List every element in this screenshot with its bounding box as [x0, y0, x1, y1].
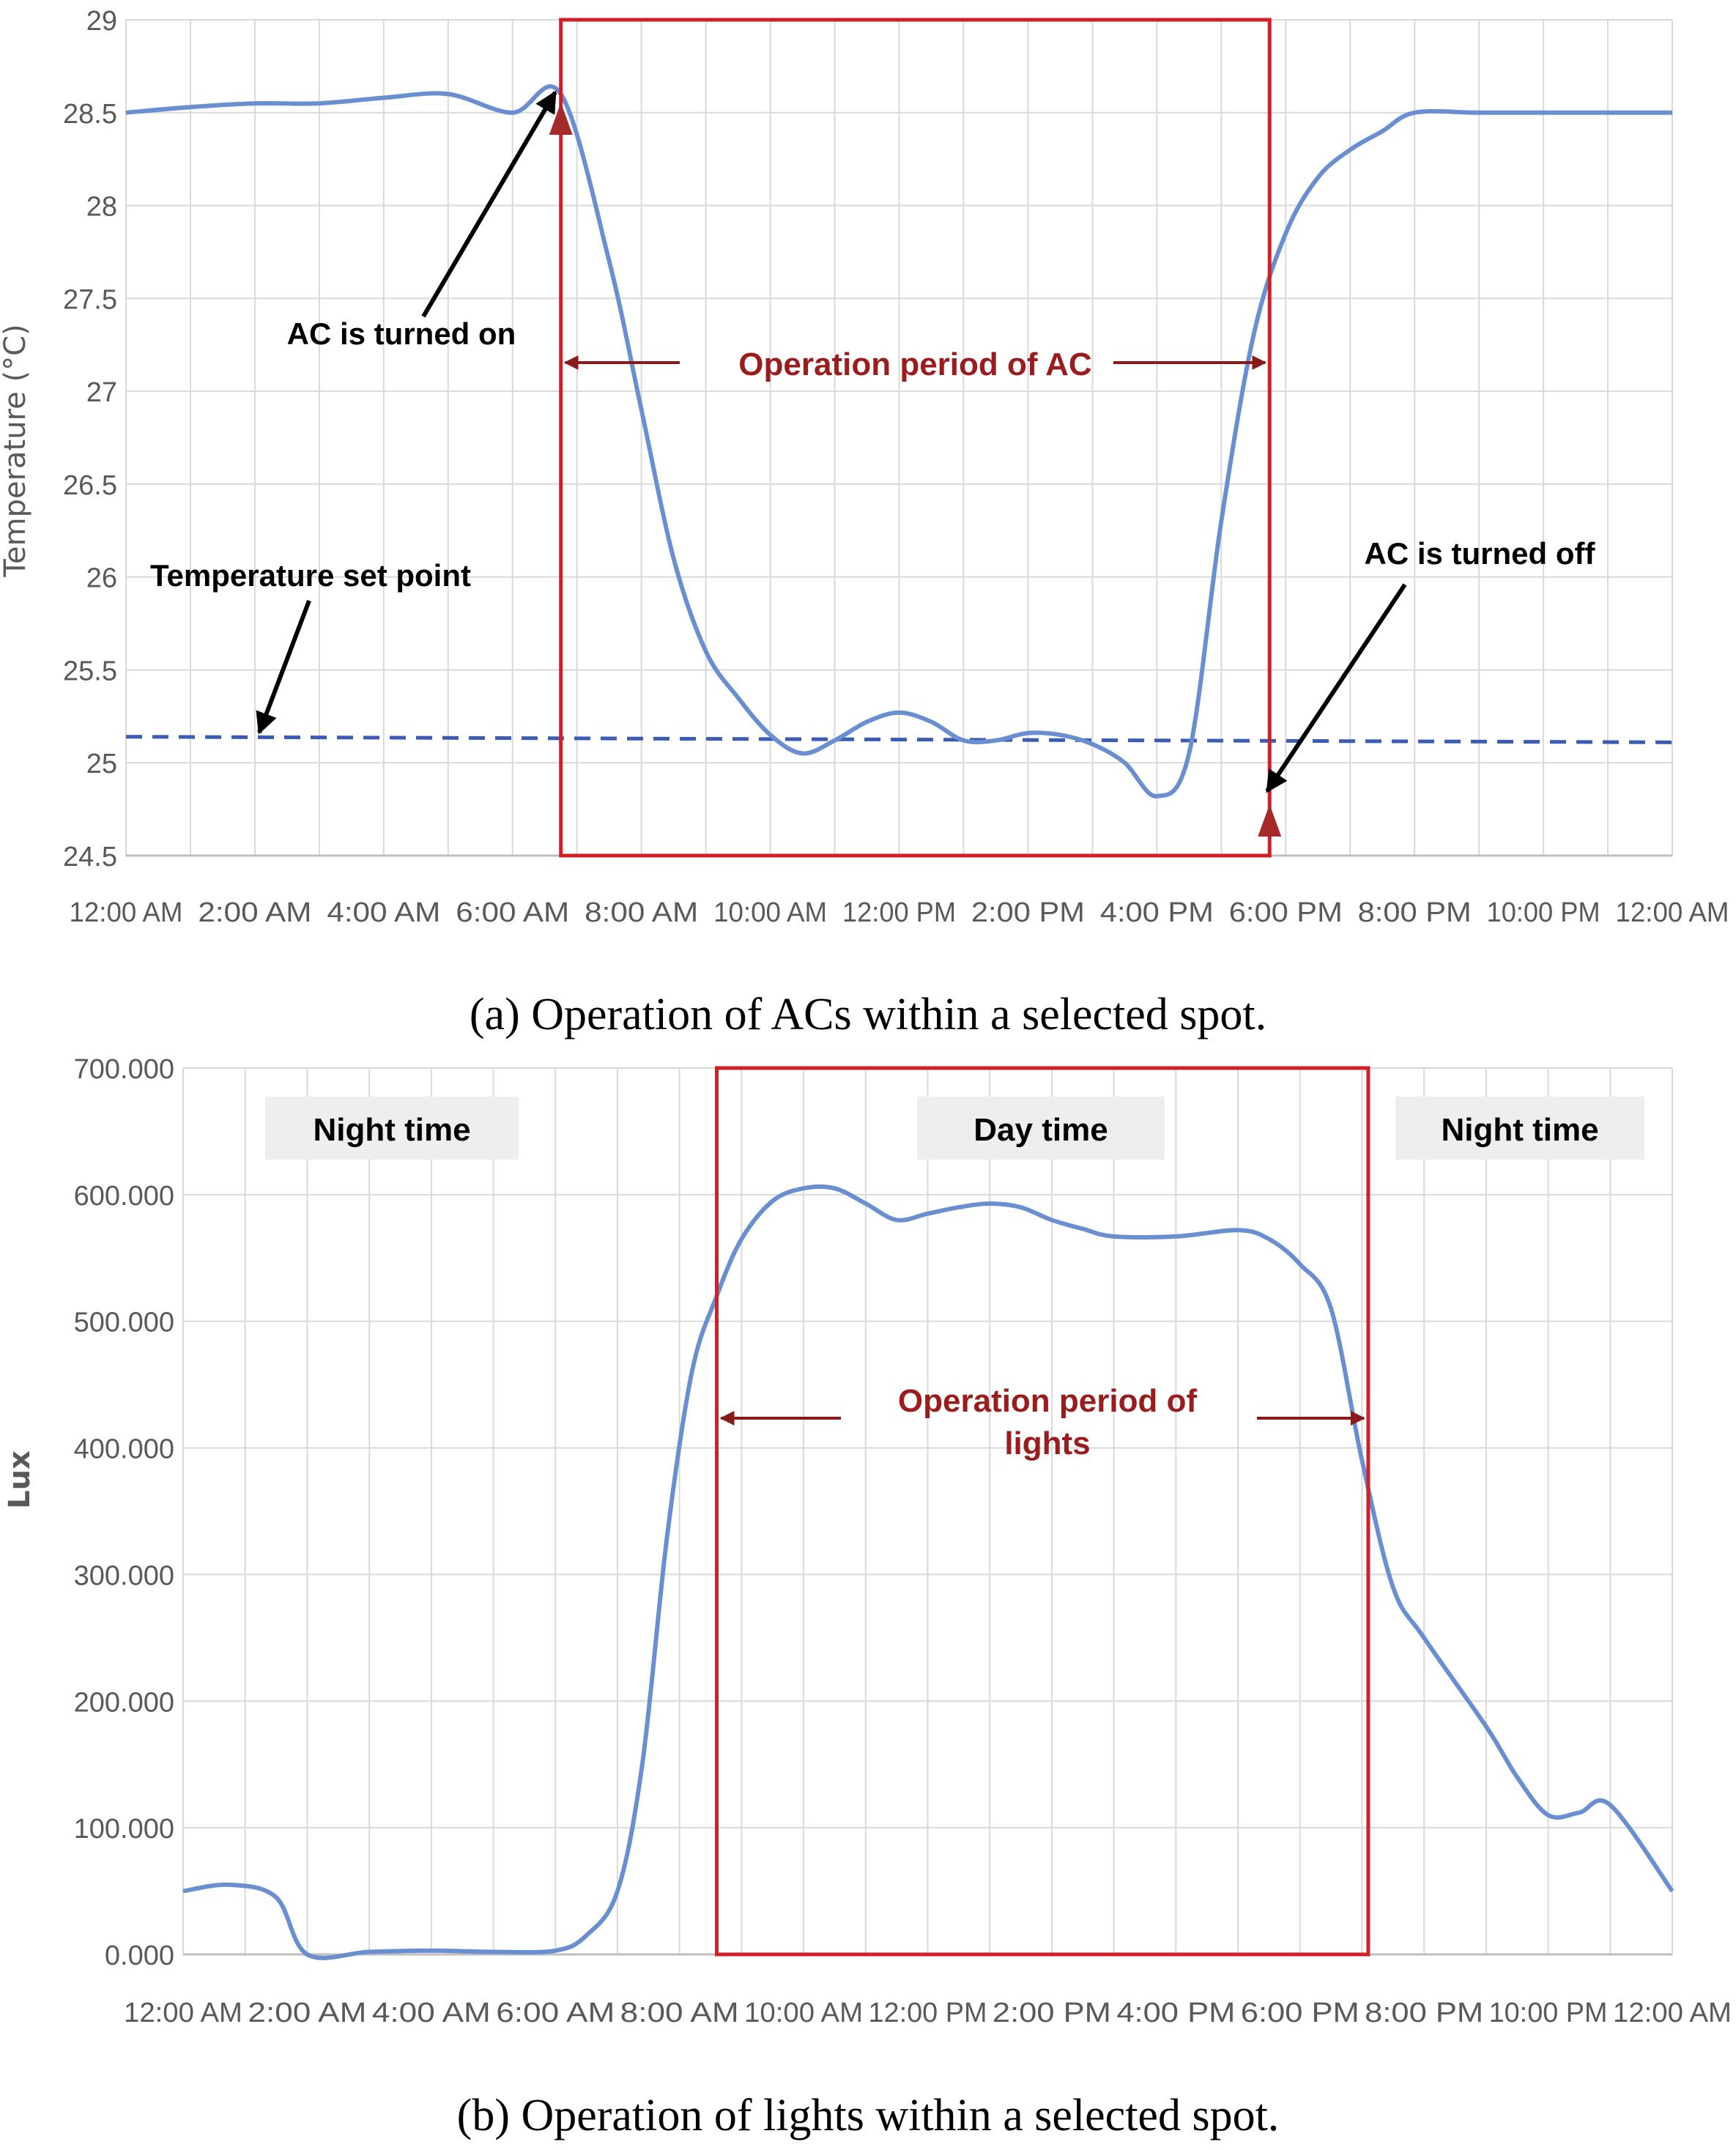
- x-tick-label: 6:00 AM: [456, 897, 569, 928]
- x-tick-label: 8:00 PM: [1358, 897, 1472, 928]
- x-tick-label: 10:00 PM: [1487, 897, 1600, 928]
- x-tick-label: 2:00 PM: [993, 1998, 1111, 2028]
- set-point-pointer-arrow: [256, 599, 311, 735]
- temperature-y-ticks: 24.5 25 25.5 26 26.5 27 27.5 28 28.5 29: [63, 6, 117, 872]
- y-tick-label: 300.000: [74, 1560, 174, 1591]
- y-tick-label: 28: [86, 192, 117, 223]
- lights-operation-period-label-line1: Operation period of: [898, 1383, 1198, 1419]
- lux-x-ticks: 12:00 AM 2:00 AM 4:00 AM 6:00 AM 8:00 AM 10:0…: [124, 1998, 1732, 2028]
- ac-on-label: AC is turned on: [287, 316, 516, 351]
- temperature-grid: [125, 19, 1673, 857]
- ac-off-marker: [1258, 804, 1282, 837]
- x-tick-label: 12:00 PM: [842, 897, 956, 928]
- x-tick-label: 6:00 PM: [1229, 897, 1343, 928]
- lux-y-ticks: 0.000 100.000 200.000 300.000 400.000 500.000…: [74, 1054, 174, 1971]
- ac-off-label: AC is turned off: [1365, 536, 1596, 571]
- set-point-label: Temperature set point: [150, 558, 471, 593]
- lux-series-line: [182, 1184, 1674, 1960]
- y-tick-label: 26.5: [63, 470, 117, 501]
- x-tick-label: 2:00 PM: [971, 897, 1085, 928]
- y-tick-label: 25: [86, 749, 117, 779]
- x-tick-label: 12:00 AM: [1613, 1998, 1732, 2028]
- y-tick-label: 500.000: [74, 1308, 174, 1338]
- x-tick-label: 4:00 AM: [327, 897, 440, 928]
- x-tick-label: 6:00 AM: [496, 1998, 615, 2028]
- ac-off-pointer-arrow: [1265, 583, 1407, 793]
- x-tick-label: 8:00 AM: [585, 897, 698, 928]
- y-tick-label: 27: [86, 377, 117, 408]
- y-tick-label: 700.000: [74, 1054, 174, 1085]
- ac-operation-period-label: Operation period of AC: [738, 346, 1091, 382]
- x-tick-label: 8:00 PM: [1365, 1998, 1483, 2028]
- y-tick-label: 0.000: [105, 1940, 174, 1971]
- x-tick-label: 8:00 AM: [620, 1998, 739, 2028]
- lux-grid: [182, 1067, 1673, 1956]
- x-tick-label: 4:00 PM: [1100, 897, 1214, 928]
- temperature-x-ticks: 12:00 AM 2:00 AM 4:00 AM 6:00 AM 8:00 AM 10:0…: [70, 897, 1729, 928]
- y-tick-label: 27.5: [63, 284, 117, 315]
- x-tick-label: 12:00 AM: [1616, 897, 1729, 928]
- lights-operation-period-box: [714, 1066, 1370, 1957]
- temperature-chart: 24.5 25 25.5 26 26.5 27 27.5 28 28.5 29 12:00 AM 2…: [0, 6, 1729, 1039]
- x-tick-label: 4:00 AM: [372, 1998, 491, 2028]
- night-time-right-box: [1395, 1097, 1644, 1160]
- temperature-set-point-line: [125, 735, 1673, 744]
- y-tick-label: 400.000: [74, 1434, 174, 1465]
- x-tick-label: 10:00 PM: [1489, 1998, 1608, 2028]
- x-tick-label: 6:00 PM: [1241, 1998, 1360, 2028]
- x-tick-label: 10:00 AM: [744, 1998, 863, 2028]
- y-tick-label: 600.000: [74, 1181, 174, 1212]
- day-time-label: Day time: [973, 1112, 1108, 1148]
- night-time-left-box: [265, 1097, 519, 1160]
- ac-on-pointer-arrow: [421, 90, 557, 318]
- temperature-chart-caption: (a) Operation of ACs within a selected s…: [470, 990, 1266, 1039]
- x-tick-label: 12:00 AM: [124, 1998, 242, 2028]
- x-tick-label: 12:00 AM: [70, 897, 183, 928]
- night-time-right-label: Night time: [1441, 1112, 1598, 1148]
- lux-chart: 0.000 100.000 200.000 300.000 400.000 500.000…: [3, 1054, 1732, 2140]
- temperature-series-line: [125, 84, 1672, 798]
- y-tick-label: 200.000: [74, 1687, 174, 1718]
- y-tick-label: 100.000: [74, 1814, 174, 1845]
- y-tick-label: 28.5: [63, 99, 117, 130]
- x-tick-label: 4:00 PM: [1116, 1998, 1235, 2028]
- day-time-box: [917, 1097, 1165, 1160]
- x-tick-label: 12:00 PM: [869, 1998, 987, 2028]
- y-tick-label: 25.5: [63, 656, 117, 686]
- lux-chart-caption: (b) Operation of lights within a selecte…: [457, 2091, 1280, 2140]
- lux-y-axis-label: Lux: [3, 1450, 37, 1509]
- lights-operation-period-label-line2: lights: [1004, 1426, 1090, 1461]
- night-time-left-label: Night time: [313, 1112, 470, 1148]
- ac-on-marker: [549, 103, 573, 135]
- x-tick-label: 2:00 AM: [198, 897, 311, 928]
- temperature-y-axis-label: Temperature (°C): [0, 324, 32, 577]
- x-tick-label: 10:00 AM: [713, 897, 827, 928]
- y-tick-label: 26: [86, 563, 117, 594]
- y-tick-label: 29: [86, 6, 117, 37]
- ac-operation-period-box: [559, 18, 1272, 858]
- y-tick-label: 24.5: [63, 842, 117, 872]
- x-tick-label: 2:00 AM: [248, 1998, 366, 2028]
